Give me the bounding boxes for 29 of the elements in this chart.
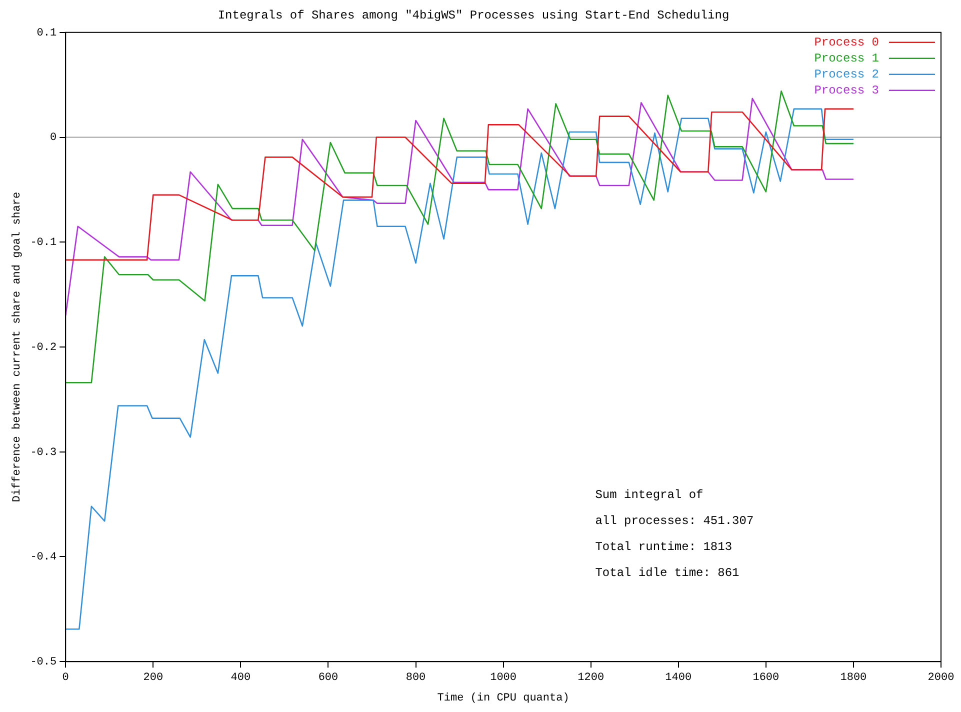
- x-tick-label: 0: [62, 672, 69, 684]
- annotation: Sum integral of: [595, 488, 704, 502]
- x-tick-label: 1400: [665, 672, 692, 684]
- x-tick-label: 1600: [752, 672, 780, 684]
- y-tick-label: -0.4: [30, 552, 57, 564]
- y-tick-label: -0.3: [30, 446, 57, 459]
- x-tick-label: 200: [143, 672, 164, 684]
- y-axis-title: Difference between current share and goal share: [12, 192, 24, 502]
- x-tick-label: 1200: [578, 672, 604, 684]
- x-tick-label: 400: [230, 672, 251, 684]
- chart-title: Integrals of Shares among "4bigWS" Processes using Start-End Scheduling: [218, 8, 730, 22]
- x-tick-label: 1000: [490, 672, 517, 684]
- annotation: Total idle time: 861: [595, 566, 740, 580]
- legend-label: Process 2: [814, 68, 879, 82]
- legend-label: Process 1: [814, 52, 879, 66]
- annotation: Total runtime: 1813: [595, 540, 732, 554]
- legend-label: Process 3: [814, 84, 879, 98]
- annotation: all processes: 451.307: [595, 514, 754, 528]
- x-tick-label: 1800: [840, 672, 867, 684]
- legend-label: Process 0: [814, 36, 879, 50]
- y-tick-label: 0: [50, 132, 57, 144]
- y-tick-label: -0.1: [30, 237, 57, 250]
- x-tick-label: 800: [406, 672, 426, 684]
- x-tick-label: 600: [318, 672, 338, 684]
- x-axis-title: Time (in CPU quanta): [437, 692, 570, 704]
- y-tick-label: -0.5: [30, 656, 57, 669]
- x-tick-label: 2000: [928, 672, 954, 684]
- y-tick-label: -0.2: [30, 342, 57, 354]
- y-tick-label: 0.1: [36, 27, 57, 40]
